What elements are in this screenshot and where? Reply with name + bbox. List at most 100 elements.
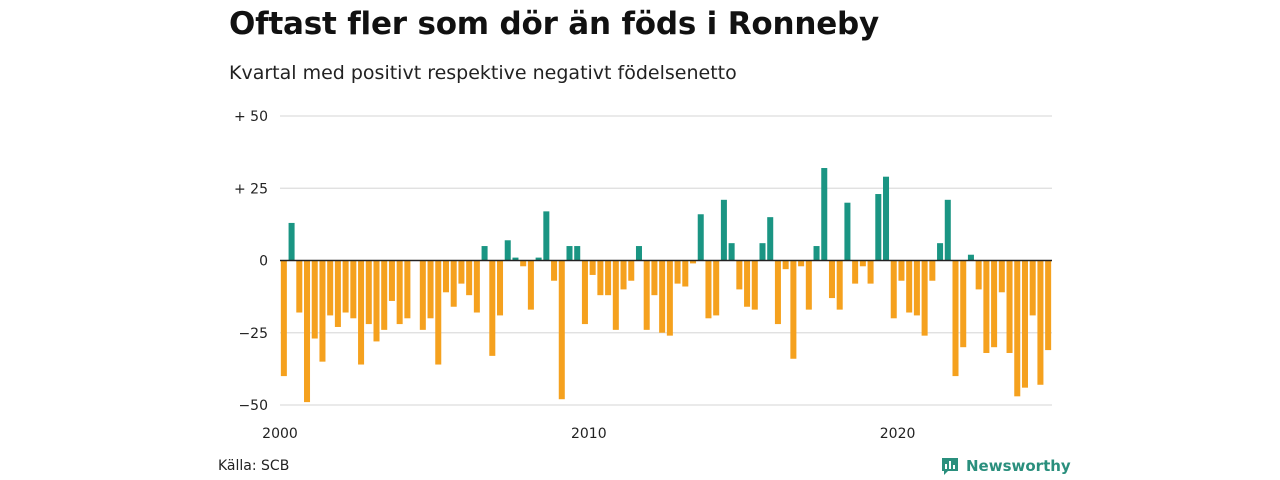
bar bbox=[898, 260, 905, 281]
bar bbox=[852, 260, 859, 284]
bar bbox=[744, 260, 751, 307]
bars bbox=[280, 168, 1052, 403]
bar bbox=[713, 260, 720, 316]
bar bbox=[504, 240, 511, 261]
bar bbox=[334, 260, 341, 327]
bar bbox=[620, 260, 627, 290]
chart-title: Oftast fler som dör än föds i Ronneby bbox=[229, 6, 880, 42]
y-tick-label: + 50 bbox=[234, 109, 268, 125]
bar bbox=[906, 260, 913, 313]
bar bbox=[759, 243, 766, 261]
bar bbox=[805, 260, 812, 310]
bar bbox=[998, 260, 1005, 293]
bar bbox=[358, 260, 365, 365]
bar bbox=[836, 260, 843, 310]
bar bbox=[666, 260, 673, 336]
bar bbox=[821, 168, 828, 261]
bar bbox=[952, 260, 959, 377]
x-tick-label: 2000 bbox=[262, 426, 298, 442]
x-tick-label: 2020 bbox=[880, 426, 916, 442]
bar bbox=[319, 260, 326, 362]
bar bbox=[1045, 260, 1052, 351]
bar bbox=[767, 217, 774, 261]
bar bbox=[790, 260, 797, 359]
bar bbox=[774, 260, 781, 325]
bar bbox=[875, 194, 882, 261]
bar bbox=[929, 260, 936, 281]
axes: + 50 + 25 0 −25 −50 2000 2010 2020 bbox=[234, 109, 1052, 442]
bar bbox=[535, 257, 542, 261]
bar bbox=[736, 260, 743, 290]
bar bbox=[574, 246, 581, 261]
bar bbox=[612, 260, 619, 330]
bar bbox=[1037, 260, 1044, 385]
bar bbox=[921, 260, 928, 336]
grid-lines bbox=[280, 115, 1052, 406]
bar bbox=[690, 260, 697, 264]
bar bbox=[597, 260, 604, 296]
bar bbox=[404, 260, 411, 319]
bar bbox=[520, 260, 527, 267]
bar bbox=[566, 246, 573, 261]
bar bbox=[867, 260, 874, 284]
bar bbox=[527, 260, 534, 310]
bar bbox=[605, 260, 612, 296]
bar bbox=[890, 260, 897, 319]
bar bbox=[419, 260, 426, 330]
bar bbox=[381, 260, 388, 330]
bar bbox=[651, 260, 658, 296]
bar bbox=[674, 260, 681, 284]
bar bbox=[466, 260, 473, 296]
bar bbox=[427, 260, 434, 319]
bar bbox=[844, 202, 851, 261]
y-tick-label: + 25 bbox=[234, 181, 268, 197]
bar bbox=[983, 260, 990, 353]
bar bbox=[813, 246, 820, 261]
bar bbox=[373, 260, 380, 342]
bar bbox=[991, 260, 998, 348]
bar bbox=[967, 254, 974, 261]
bar bbox=[705, 260, 712, 319]
chart-subtitle: Kvartal med positivt respektive negativt… bbox=[229, 62, 737, 84]
bar bbox=[435, 260, 442, 365]
bar bbox=[458, 260, 465, 284]
bar bbox=[311, 260, 318, 339]
bar bbox=[720, 199, 727, 261]
bar bbox=[828, 260, 835, 299]
bar bbox=[798, 260, 805, 267]
bar bbox=[659, 260, 666, 333]
bar bbox=[396, 260, 403, 325]
bar bbox=[913, 260, 920, 316]
bar bbox=[635, 246, 642, 261]
bar bbox=[473, 260, 480, 313]
bar bbox=[944, 199, 951, 261]
bar bbox=[543, 211, 550, 261]
bar bbox=[883, 176, 890, 261]
bar bbox=[728, 243, 735, 261]
x-tick-label: 2010 bbox=[571, 426, 607, 442]
brand-name: Newsworthy bbox=[966, 457, 1071, 475]
bar bbox=[937, 243, 944, 261]
bar bbox=[489, 260, 496, 356]
bar bbox=[697, 214, 704, 261]
bar bbox=[481, 246, 488, 261]
bar bbox=[628, 260, 635, 281]
bar bbox=[450, 260, 457, 307]
bar bbox=[304, 260, 311, 403]
bar bbox=[859, 260, 866, 267]
bar bbox=[682, 260, 689, 287]
bar bbox=[975, 260, 982, 290]
bar bbox=[782, 260, 789, 270]
newsworthy-logo-icon bbox=[942, 458, 958, 475]
bar bbox=[1006, 260, 1013, 353]
bar bbox=[581, 260, 588, 325]
bar bbox=[512, 257, 519, 261]
bar bbox=[551, 260, 558, 281]
y-tick-label: −50 bbox=[238, 398, 268, 414]
bar bbox=[388, 260, 395, 301]
bar bbox=[1029, 260, 1036, 316]
bar bbox=[327, 260, 334, 316]
bar bbox=[751, 260, 758, 310]
bar bbox=[296, 260, 303, 313]
